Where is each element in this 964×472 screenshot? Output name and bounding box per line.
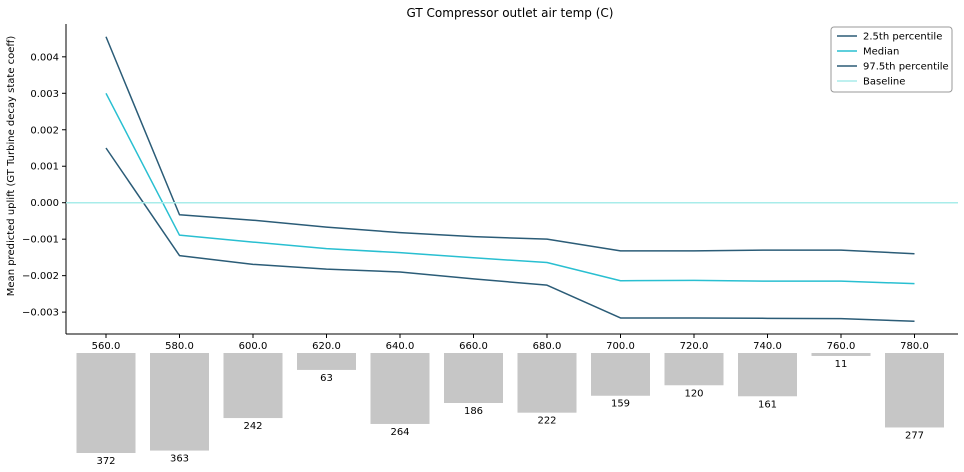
series-line	[105, 36, 915, 255]
x-tick-label: 640.0	[386, 341, 415, 352]
count-label: 242	[243, 421, 262, 432]
count-bar	[517, 353, 577, 413]
chart-title: GT Compressor outlet air temp (C)	[407, 6, 614, 20]
x-tick-label: 600.0	[239, 341, 268, 352]
count-label: 186	[464, 406, 483, 417]
y-tick-label: 0.003	[30, 89, 59, 100]
count-bar	[370, 353, 430, 424]
count-label: 11	[835, 359, 848, 370]
count-bar	[591, 353, 650, 396]
count-label: 63	[320, 373, 333, 384]
y-tick-label: 0.000	[30, 198, 59, 209]
y-tick-label: 0.004	[30, 52, 59, 63]
y-axis-label: Mean predicted uplift (GT Turbine decay …	[6, 36, 17, 297]
y-tick-label: 0.002	[30, 125, 59, 136]
count-label: 264	[390, 427, 409, 438]
series-line	[105, 147, 915, 322]
legend-entry: Median	[863, 47, 899, 58]
count-label: 372	[96, 456, 115, 467]
x-tick-label: 740.0	[753, 341, 782, 352]
series-line	[105, 92, 915, 285]
count-label: 120	[684, 388, 703, 399]
x-tick-label: 560.0	[92, 341, 121, 352]
count-bar	[738, 353, 797, 397]
count-label: 363	[170, 454, 189, 465]
count-label: 159	[611, 399, 630, 410]
legend-entry: Baseline	[863, 77, 905, 88]
x-tick-label: 720.0	[680, 341, 709, 352]
count-bar	[664, 353, 724, 386]
count-bar	[811, 353, 871, 356]
count-bar	[150, 353, 209, 451]
y-tick-label: −0.003	[22, 308, 59, 319]
legend-entry: 97.5th percentile	[863, 62, 949, 73]
count-bar	[885, 353, 944, 428]
legend-box	[830, 26, 953, 93]
y-tick-label: 0.001	[30, 162, 59, 173]
x-tick-label: 580.0	[165, 341, 194, 352]
legend-entry: 2.5th percentile	[863, 32, 942, 43]
x-tick-label: 780.0	[900, 341, 929, 352]
count-bar	[223, 353, 283, 419]
count-label: 277	[905, 430, 924, 441]
count-label: 161	[758, 399, 777, 410]
y-tick-label: −0.001	[22, 235, 59, 246]
x-tick-label: 660.0	[459, 341, 488, 352]
x-tick-label: 680.0	[533, 341, 562, 352]
series-lines	[66, 36, 958, 322]
count-bars: 372 363 242 63 264 186 222 159 120 161 11 277	[76, 353, 944, 467]
count-bar	[444, 353, 503, 403]
legend: 2.5th percentile Median 97.5th percentile B…	[830, 26, 953, 93]
y-tick-label: −0.002	[22, 271, 59, 282]
count-bar	[297, 353, 356, 370]
count-label: 222	[537, 416, 556, 427]
x-tick-label: 700.0	[606, 341, 635, 352]
axes: 0.004 0.003 0.002 0.001 0.000 −0.001 −0.002 −0.…	[22, 24, 958, 352]
count-bar	[76, 353, 136, 453]
x-tick-label: 760.0	[827, 341, 856, 352]
x-tick-label: 620.0	[312, 341, 341, 352]
